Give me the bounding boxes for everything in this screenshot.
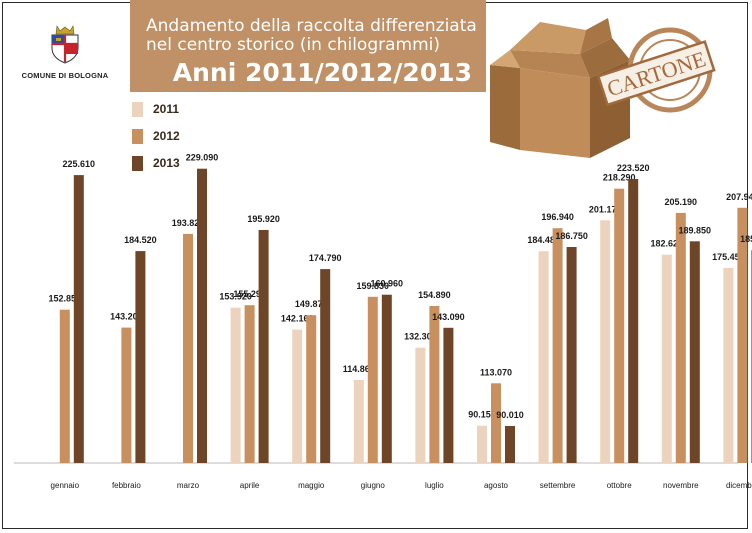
x-tick-settembre: settembre (540, 481, 576, 490)
bar-2012-dicembre (737, 207, 748, 463)
value-label-2011-agosto: 90.150 (468, 410, 496, 420)
value-label-2011-dicembre: 175.450 (712, 252, 745, 262)
bar-2012-ottobre (614, 188, 625, 463)
bar-2013-luglio (443, 327, 454, 463)
x-tick-ottobre: ottobre (607, 481, 632, 490)
value-label-2012-gennaio: 152.850 (49, 294, 82, 304)
bar-2011-settembre (538, 251, 549, 463)
bar-2011-aprile (230, 307, 241, 463)
bar-2012-febbraio (121, 327, 132, 463)
value-label-2013-marzo: 229.090 (186, 153, 219, 163)
value-label-2012-febbraio: 143.200 (110, 312, 143, 322)
bar-2013-gennaio (73, 175, 84, 463)
x-tick-giugno: giugno (361, 481, 386, 490)
value-label-2013-ottobre: 223.520 (617, 163, 650, 173)
value-label-2012-dicembre: 207.940 (726, 192, 752, 202)
value-label-2012-luglio: 154.890 (418, 290, 451, 300)
value-label-2012-agosto: 113.070 (480, 367, 512, 377)
x-tick-dicembre: dicembre (726, 481, 752, 490)
legend-swatch-2012 (132, 129, 143, 144)
value-label-2013-luglio: 143.090 (432, 312, 465, 322)
cardboard-box-illustration: CARTONE (490, 18, 716, 158)
bar-2012-settembre (552, 228, 563, 463)
bar-2012-aprile (244, 305, 255, 463)
bar-2011-maggio (292, 329, 303, 463)
value-label-2011-ottobre: 201.170 (589, 204, 622, 214)
title-box: Andamento della raccolta differenziata n… (130, 0, 486, 92)
bar-2012-maggio (306, 315, 317, 463)
value-label-2013-aprile: 195.920 (247, 214, 280, 224)
bar-2013-novembre (689, 241, 700, 463)
legend-swatch-2011 (132, 102, 143, 117)
value-label-2011-settembre: 184.480 (527, 235, 560, 245)
legend-swatch-2013 (132, 156, 143, 171)
value-label-2011-aprile: 153.920 (219, 292, 252, 302)
value-label-2013-agosto: 90.010 (496, 410, 524, 420)
x-tick-agosto: agosto (484, 481, 509, 490)
bar-2013-agosto (505, 426, 515, 463)
value-label-2013-novembre: 189.850 (679, 225, 712, 235)
value-label-2011-giugno: 114.860 (343, 364, 375, 374)
bar-2013-marzo (197, 168, 207, 463)
bar-2013-aprile (258, 230, 269, 463)
coat-of-arms-icon (51, 25, 79, 64)
bar-2011-ottobre (600, 220, 611, 463)
legend-label-2011: 2011 (153, 102, 180, 116)
x-tick-gennaio: gennaio (51, 481, 80, 490)
bar-2012-novembre (675, 212, 686, 463)
bar-2011-novembre (661, 254, 672, 463)
value-label-2013-settembre: 186.750 (555, 231, 588, 241)
bar-2013-giugno (381, 294, 392, 463)
bar-2011-agosto (477, 425, 487, 463)
value-label-2011-luglio: 132.300 (404, 332, 437, 342)
bar-2011-giugno (353, 380, 364, 463)
value-label-2013-maggio: 174.790 (309, 253, 342, 263)
value-label-2013-gennaio: 225.610 (63, 159, 96, 169)
value-label-2012-giugno: 159.830 (357, 281, 390, 291)
value-label-2011-novembre: 182.620 (651, 239, 684, 249)
x-tick-novembre: novembre (663, 481, 699, 490)
value-label-2012-marzo: 193.820 (172, 218, 205, 228)
value-label-2012-settembre: 196.940 (541, 212, 574, 222)
bar-2012-giugno (367, 296, 378, 463)
logo-label: COMUNE DI BOLOGNA (21, 71, 109, 80)
bar-2013-ottobre (628, 179, 639, 463)
bar-2011-luglio (415, 347, 426, 463)
bar-2013-febbraio (135, 251, 146, 463)
title-line-1: Andamento della raccolta differenziata (146, 16, 477, 36)
value-label-2013-febbraio: 184.520 (124, 235, 157, 245)
logo: COMUNE DI BOLOGNA (20, 24, 110, 80)
x-tick-aprile: aprile (240, 481, 260, 490)
legend-label-2012: 2012 (153, 129, 180, 143)
bar-2013-maggio (320, 269, 331, 463)
value-label-2013-dicembre: 185.020 (740, 234, 752, 244)
x-tick-marzo: marzo (177, 481, 200, 490)
bar-2013-settembre (566, 247, 577, 463)
value-label-2012-maggio: 149.870 (295, 299, 328, 309)
bar-2012-marzo (183, 233, 193, 463)
bar-2011-dicembre (723, 267, 734, 463)
title-years: Anni 2011/2012/2013 (172, 58, 472, 87)
x-tick-luglio: luglio (425, 481, 444, 490)
value-label-2011-maggio: 142.160 (281, 314, 314, 324)
bar-2012-gennaio (59, 309, 70, 463)
value-label-2012-novembre: 205.190 (665, 197, 698, 207)
value-label-2012-aprile: 155.290 (233, 289, 266, 299)
value-label-2013-giugno: 160.960 (371, 279, 404, 289)
x-tick-febbraio: febbraio (112, 481, 141, 490)
value-label-2012-ottobre: 218.290 (603, 173, 636, 183)
title-line-2: nel centro storico (in chilogrammi) (146, 35, 440, 55)
bar-2012-luglio (429, 306, 440, 463)
x-tick-maggio: maggio (298, 481, 325, 490)
bar-2012-agosto (491, 383, 501, 463)
legend-label-2013: 2013 (153, 156, 180, 170)
